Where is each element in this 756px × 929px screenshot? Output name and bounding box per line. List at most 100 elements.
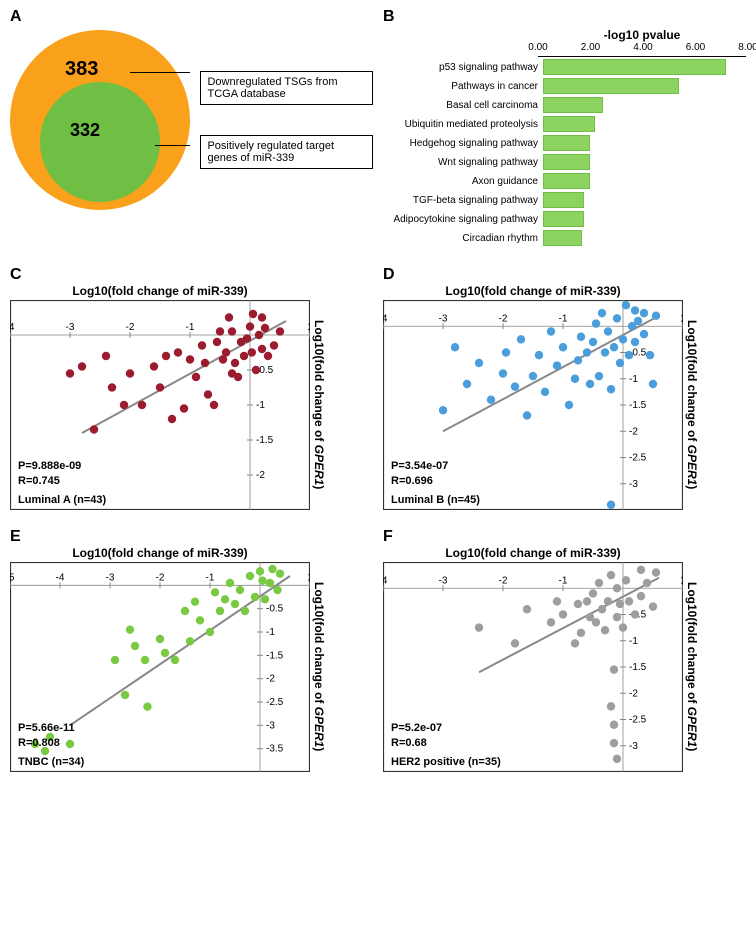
- svg-text:1: 1: [307, 572, 310, 583]
- svg-text:-2: -2: [629, 688, 638, 699]
- bar-label: p53 signaling pathway: [383, 62, 543, 73]
- panel-label: E: [10, 528, 21, 546]
- panel-C: CLog10(fold change of miR-339)-4-3-2-11-…: [10, 268, 373, 510]
- bar-rows: p53 signaling pathway Pathways in cancer B…: [383, 58, 746, 247]
- bar-label: Circadian rhythm: [383, 233, 543, 244]
- bar: [543, 97, 603, 113]
- bar: [543, 135, 590, 151]
- svg-text:-1: -1: [206, 572, 215, 583]
- panel-A: A 383 332 Downregulated TSGs from TCGA d…: [10, 10, 373, 248]
- scatter-stats: P=3.54e-07R=0.696: [391, 459, 448, 488]
- panel-label-A: A: [10, 8, 22, 26]
- scatter-wrap: -4-3-2-11-0.5-1-1.5-2-2.5-3P=5.2e-07R=0.…: [383, 562, 746, 772]
- scatter-group-label: TNBC (n=34): [18, 756, 84, 768]
- bar: [543, 154, 590, 170]
- scatter-wrap: -4-3-2-11-0.5-1-1.5-2P=9.888e-09R=0.745L…: [10, 300, 373, 510]
- panel-E: ELog10(fold change of miR-339)-5-4-3-2-1…: [10, 530, 373, 772]
- svg-text:1: 1: [680, 575, 683, 586]
- svg-text:-2: -2: [256, 470, 265, 481]
- bar-row: Pathways in cancer: [383, 77, 746, 95]
- venn-leader-2: [155, 145, 190, 146]
- bar-row: Axon guidance: [383, 172, 746, 190]
- svg-text:-1.5: -1.5: [629, 400, 647, 411]
- bar: [543, 173, 590, 189]
- bar-x-axis: 0.002.004.006.008.00: [538, 42, 746, 57]
- scatter-y-title: Log10(fold change of GPER1): [312, 320, 326, 489]
- panel-D: DLog10(fold change of miR-339)-4-3-2-11-…: [383, 268, 746, 510]
- panel-label: F: [383, 528, 393, 546]
- venn-leader-1: [130, 72, 190, 73]
- bar-label: Axon guidance: [383, 176, 543, 187]
- svg-text:1: 1: [680, 313, 683, 324]
- svg-text:-3.5: -3.5: [266, 744, 284, 755]
- scatter-plot: -4-3-2-11-0.5-1-1.5-2-2.5-3P=3.54e-07R=0…: [383, 300, 683, 510]
- svg-text:-1: -1: [629, 374, 638, 385]
- scatter-x-title: Log10(fold change of miR-339): [383, 284, 683, 298]
- scatter-plot: -4-3-2-11-0.5-1-1.5-2P=9.888e-09R=0.745L…: [10, 300, 310, 510]
- bar: [543, 59, 726, 75]
- scatter-x-title: Log10(fold change of miR-339): [10, 546, 310, 560]
- bar-row: Circadian rhythm: [383, 229, 746, 247]
- venn-labels: Downregulated TSGs from TCGA database Po…: [200, 71, 373, 169]
- svg-text:-4: -4: [56, 572, 65, 583]
- bar-row: TGF-beta signaling pathway: [383, 191, 746, 209]
- figure-grid: A 383 332 Downregulated TSGs from TCGA d…: [10, 10, 746, 772]
- svg-text:-3: -3: [106, 572, 115, 583]
- scatter-x-title: Log10(fold change of miR-339): [10, 284, 310, 298]
- bar-label: Adipocytokine signaling pathway: [383, 214, 543, 225]
- bar-label: TGF-beta signaling pathway: [383, 195, 543, 206]
- svg-text:-1: -1: [629, 636, 638, 647]
- svg-text:-2: -2: [499, 575, 508, 586]
- svg-text:-2: -2: [629, 426, 638, 437]
- svg-text:-1.5: -1.5: [256, 435, 274, 446]
- bar-label: Pathways in cancer: [383, 81, 543, 92]
- scatter-x-title: Log10(fold change of miR-339): [383, 546, 683, 560]
- scatter-stats: P=5.2e-07R=0.68: [391, 721, 442, 750]
- panel-label: D: [383, 266, 395, 284]
- bar-row: Ubiquitin mediated proteolysis: [383, 115, 746, 133]
- scatter-stats: P=9.888e-09R=0.745: [18, 459, 81, 488]
- venn-inner-label: Positively regulated target genes of miR…: [200, 135, 373, 169]
- svg-text:-1: -1: [186, 322, 195, 333]
- bar: [543, 211, 584, 227]
- bar-row: Hedgehog signaling pathway: [383, 134, 746, 152]
- svg-text:-3: -3: [439, 575, 448, 586]
- venn-inner-circle: [40, 82, 160, 202]
- svg-text:-3: -3: [266, 720, 275, 731]
- bar-row: p53 signaling pathway: [383, 58, 746, 76]
- scatter-plot: -5-4-3-2-11-0.5-1-1.5-2-2.5-3-3.5P=5.66e…: [10, 562, 310, 772]
- scatter-wrap: -5-4-3-2-11-0.5-1-1.5-2-2.5-3-3.5P=5.66e…: [10, 562, 373, 772]
- bar: [543, 116, 595, 132]
- bar-axis-title: -log10 pvalue: [538, 28, 746, 42]
- panel-B: B -log10 pvalue 0.002.004.006.008.00 p53…: [383, 10, 746, 248]
- svg-text:-2.5: -2.5: [629, 453, 647, 464]
- bar-row: Basal cell carcinoma: [383, 96, 746, 114]
- svg-text:1: 1: [307, 322, 310, 333]
- bar: [543, 230, 582, 246]
- scatter-stats: P=5.66e-11R=0.808: [18, 721, 75, 750]
- svg-text:-2: -2: [499, 313, 508, 324]
- bar-label: Basal cell carcinoma: [383, 100, 543, 111]
- scatter-group-label: Luminal B (n=45): [391, 494, 480, 506]
- venn-outer-label: Downregulated TSGs from TCGA database: [200, 71, 373, 105]
- svg-text:-1: -1: [266, 627, 275, 638]
- venn-outer-count: 383: [65, 58, 98, 81]
- scatter-group-label: Luminal A (n=43): [18, 494, 106, 506]
- panel-label-B: B: [383, 8, 395, 26]
- svg-text:-3: -3: [66, 322, 75, 333]
- scatter-y-title: Log10(fold change of GPER1): [685, 320, 699, 489]
- venn-inner-count: 332: [70, 120, 100, 141]
- panel-label: C: [10, 266, 22, 284]
- bar: [543, 192, 584, 208]
- svg-text:-5: -5: [10, 572, 15, 583]
- bar: [543, 78, 679, 94]
- svg-text:-0.5: -0.5: [266, 604, 284, 615]
- bar-row: Adipocytokine signaling pathway: [383, 210, 746, 228]
- bar-label: Ubiquitin mediated proteolysis: [383, 119, 543, 130]
- svg-text:-3: -3: [439, 313, 448, 324]
- scatter-group-label: HER2 positive (n=35): [391, 756, 501, 768]
- svg-text:-3: -3: [629, 479, 638, 490]
- scatter-plot: -4-3-2-11-0.5-1-1.5-2-2.5-3P=5.2e-07R=0.…: [383, 562, 683, 772]
- panel-F: FLog10(fold change of miR-339)-4-3-2-11-…: [383, 530, 746, 772]
- svg-text:-1: -1: [559, 575, 568, 586]
